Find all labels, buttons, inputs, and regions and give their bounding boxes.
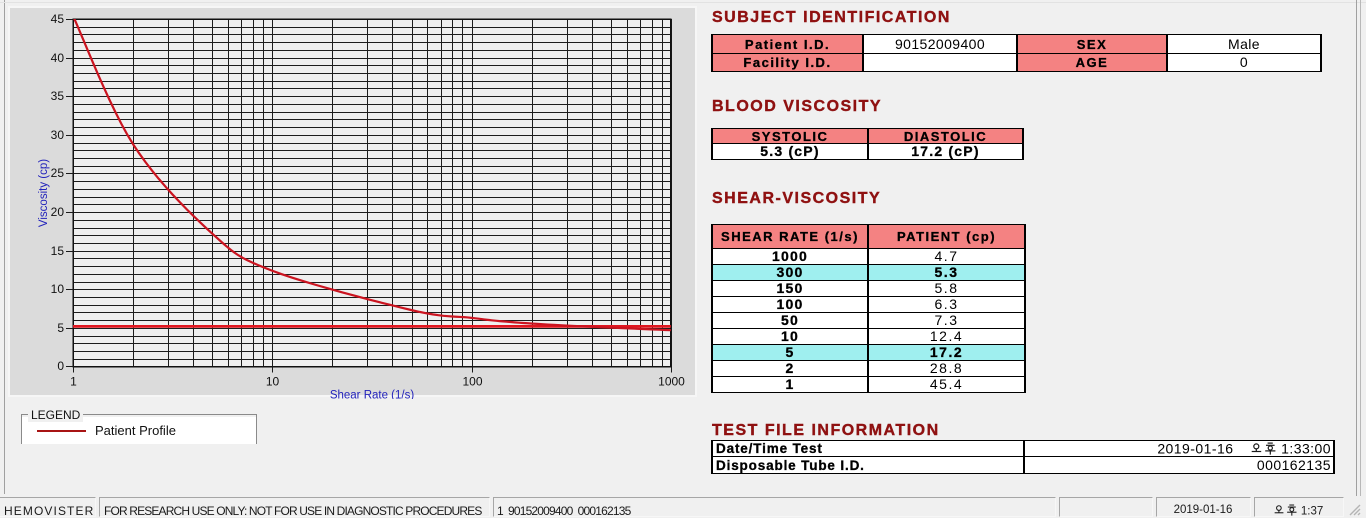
svg-text:20: 20 xyxy=(51,205,65,219)
svg-text:40: 40 xyxy=(51,51,65,65)
svg-text:100: 100 xyxy=(462,375,482,389)
svg-text:25: 25 xyxy=(51,166,65,180)
svg-text:0: 0 xyxy=(57,359,64,373)
svg-text:Shear Rate (1/s): Shear Rate (1/s) xyxy=(330,390,415,400)
svg-text:35: 35 xyxy=(51,89,65,103)
svg-text:45: 45 xyxy=(51,12,65,26)
svg-text:10: 10 xyxy=(51,282,65,296)
svg-text:1000: 1000 xyxy=(658,375,685,389)
svg-text:1: 1 xyxy=(70,375,77,389)
svg-text:5: 5 xyxy=(57,321,64,335)
svg-text:30: 30 xyxy=(51,128,65,142)
svg-text:15: 15 xyxy=(51,244,65,258)
svg-text:Viscosity (cp): Viscosity (cp) xyxy=(38,159,50,227)
svg-text:10: 10 xyxy=(266,375,280,389)
